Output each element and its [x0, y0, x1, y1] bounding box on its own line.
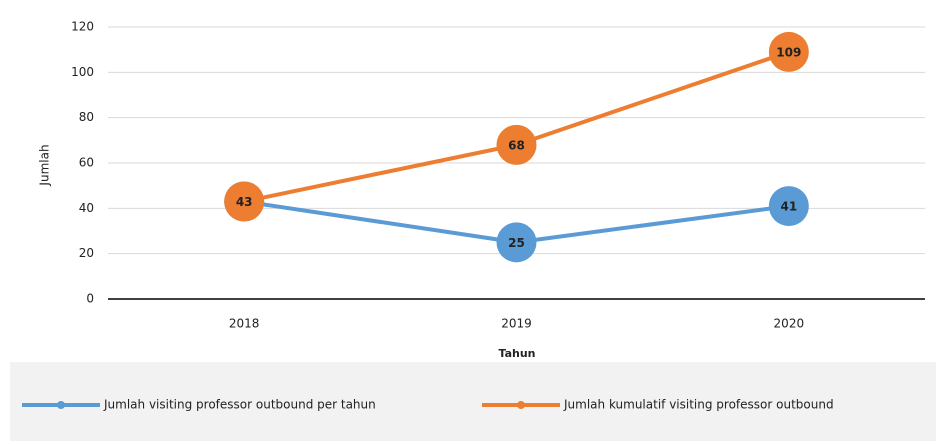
x-tick-label: 2020 — [774, 317, 805, 331]
x-tick-label: 2019 — [501, 317, 532, 331]
y-tick-label: 100 — [71, 65, 94, 79]
point-marker — [496, 222, 537, 263]
point-marker — [496, 124, 537, 165]
legend-background — [10, 362, 936, 441]
y-tick-label: 20 — [79, 246, 94, 260]
y-tick-label: 40 — [79, 201, 94, 215]
data-label: 41 — [780, 200, 797, 214]
legend-label: Jumlah kumulatif visiting professor outb… — [563, 398, 834, 412]
point-marker — [768, 31, 809, 72]
y-axis-title: Jumlah — [38, 144, 52, 186]
y-tick-label: 0 — [86, 292, 94, 306]
y-tick-label: 120 — [71, 20, 94, 34]
legend-label: Jumlah visiting professor outbound per t… — [103, 398, 376, 412]
y-tick-label: 80 — [79, 110, 94, 124]
x-axis-title: Tahun — [498, 347, 535, 360]
legend-marker — [517, 401, 525, 409]
data-label: 43 — [236, 195, 253, 209]
legend-marker — [57, 401, 65, 409]
data-label: 109 — [776, 45, 801, 59]
point-marker — [224, 181, 265, 222]
y-tick-label: 60 — [79, 156, 94, 170]
data-label: 68 — [508, 138, 525, 152]
x-tick-label: 2018 — [229, 317, 260, 331]
point-marker — [768, 186, 809, 227]
data-label: 25 — [508, 236, 525, 250]
